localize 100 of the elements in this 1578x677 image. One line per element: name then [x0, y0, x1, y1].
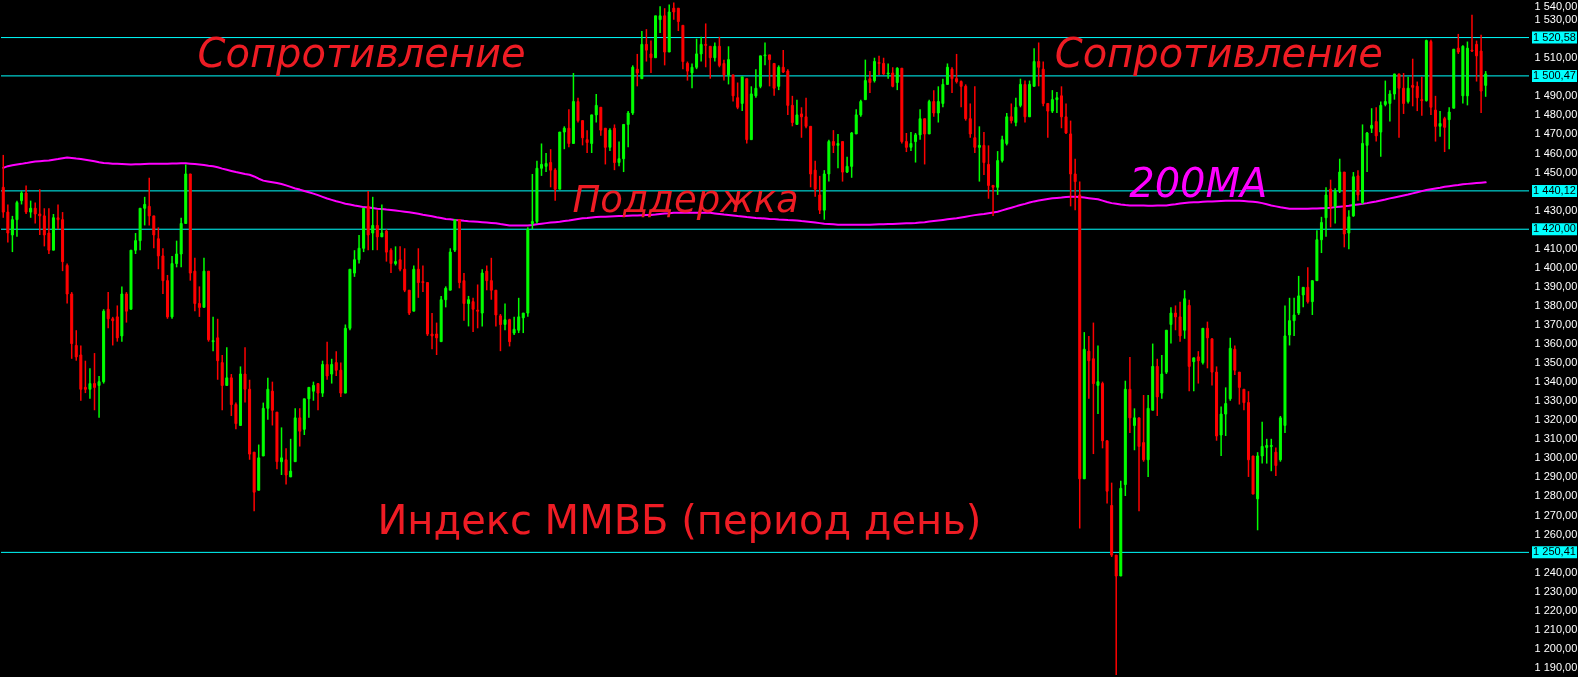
candlestick — [503, 302, 507, 331]
candlestick — [790, 95, 794, 128]
candlestick — [311, 380, 315, 402]
candlestick — [225, 346, 229, 387]
candlestick — [394, 245, 398, 267]
candlestick — [47, 207, 51, 255]
y-tick-label: 1 460,00 — [1534, 146, 1578, 159]
candlestick — [1329, 178, 1333, 229]
ref-line-label: 1 440,12 — [1533, 183, 1576, 196]
candlestick — [1434, 95, 1437, 143]
candlestick — [485, 264, 489, 291]
candlestick — [950, 66, 954, 94]
candlestick — [594, 93, 598, 124]
candlestick — [863, 58, 867, 101]
y-tick-label: 1 350,00 — [1534, 356, 1578, 369]
candlestick — [1406, 76, 1410, 105]
candlestick — [923, 117, 927, 166]
candlestick — [1219, 405, 1223, 457]
candlestick — [1456, 33, 1460, 55]
candlestick — [124, 291, 128, 324]
candlestick — [1055, 91, 1059, 114]
candlestick — [330, 358, 334, 385]
y-tick-label: 1 410,00 — [1534, 241, 1578, 254]
ref-line-label: 1 520,58 — [1533, 30, 1576, 43]
candlestick — [649, 39, 653, 74]
y-tick-label: 1 190,00 — [1534, 660, 1578, 673]
y-tick-label: 1 220,00 — [1534, 603, 1578, 616]
y-tick-label: 1 280,00 — [1534, 489, 1578, 502]
y-tick-label: 1 300,00 — [1534, 451, 1578, 464]
candlestick — [1192, 357, 1196, 392]
candlestick — [1356, 169, 1360, 202]
candlestick — [289, 438, 293, 478]
candlestick — [88, 367, 92, 400]
y-tick-label: 1 470,00 — [1534, 127, 1578, 140]
candlestick — [1237, 371, 1241, 406]
candlestick — [886, 62, 890, 80]
candlestick — [1306, 266, 1310, 305]
candlestick — [1233, 344, 1237, 376]
candlestick — [1392, 73, 1396, 101]
candlestick — [339, 361, 343, 398]
candlestick — [1160, 354, 1164, 400]
y-tick-label: 1 200,00 — [1534, 641, 1578, 654]
y-tick-label: 1 540,00 — [1534, 0, 1578, 13]
candlestick — [1415, 80, 1419, 112]
candlestick — [544, 152, 548, 173]
candlestick — [407, 289, 411, 316]
candlestick — [1114, 554, 1118, 676]
candlestick — [270, 380, 274, 427]
y-tick-label: 1 310,00 — [1534, 432, 1578, 445]
candlestick — [1196, 350, 1200, 385]
candlestick — [795, 98, 799, 126]
candlestick — [467, 295, 471, 328]
candlestick — [968, 102, 972, 139]
candlestick — [977, 125, 981, 183]
candlestick — [877, 55, 881, 76]
candlestick — [15, 199, 19, 238]
candlestick — [216, 318, 220, 381]
candlestick — [672, 1, 676, 21]
candlestick — [644, 28, 648, 63]
candlestick — [1073, 157, 1077, 211]
candlestick — [831, 129, 835, 154]
y-tick-label: 1 330,00 — [1534, 394, 1578, 407]
candlestick — [708, 45, 712, 80]
candlestick — [608, 127, 612, 152]
y-tick-label: 1 210,00 — [1534, 622, 1578, 635]
candlestick — [115, 304, 119, 343]
y-tick-label: 1 390,00 — [1534, 279, 1578, 292]
candlestick — [599, 106, 603, 137]
candlestick — [918, 108, 922, 141]
candlestick — [1292, 297, 1296, 337]
candlestick — [1037, 41, 1041, 88]
y-tick-label: 1 340,00 — [1534, 375, 1578, 388]
candlestick — [1370, 107, 1374, 134]
candlestick — [1205, 320, 1209, 370]
candlestick — [508, 318, 512, 348]
candlestick — [1087, 335, 1091, 400]
annotation: Сопротивление — [197, 30, 526, 76]
candlestick — [1470, 14, 1474, 53]
candlestick — [298, 407, 302, 448]
y-tick-label: 1 320,00 — [1534, 413, 1578, 426]
candlestick — [1260, 420, 1264, 465]
annotation: Сопротивление — [1054, 30, 1383, 76]
candlestick — [836, 133, 840, 169]
candlestick — [685, 60, 689, 82]
candlestick — [1014, 97, 1018, 128]
candlestick — [1269, 438, 1273, 472]
candlestick — [635, 53, 639, 88]
candlestick — [1443, 116, 1447, 153]
y-tick-label: 1 380,00 — [1534, 298, 1578, 311]
candlestick — [371, 196, 375, 251]
candlestick — [612, 123, 616, 171]
y-tick-label: 1 370,00 — [1534, 318, 1578, 330]
candlestick — [1397, 73, 1401, 139]
candlestick — [106, 291, 110, 330]
ref-line-label: 1 500,47 — [1533, 68, 1576, 81]
candlestick — [1347, 209, 1351, 250]
candlestick — [1018, 77, 1022, 109]
candlestick — [713, 41, 717, 63]
candlestick — [24, 184, 28, 215]
candlestick — [704, 22, 708, 69]
